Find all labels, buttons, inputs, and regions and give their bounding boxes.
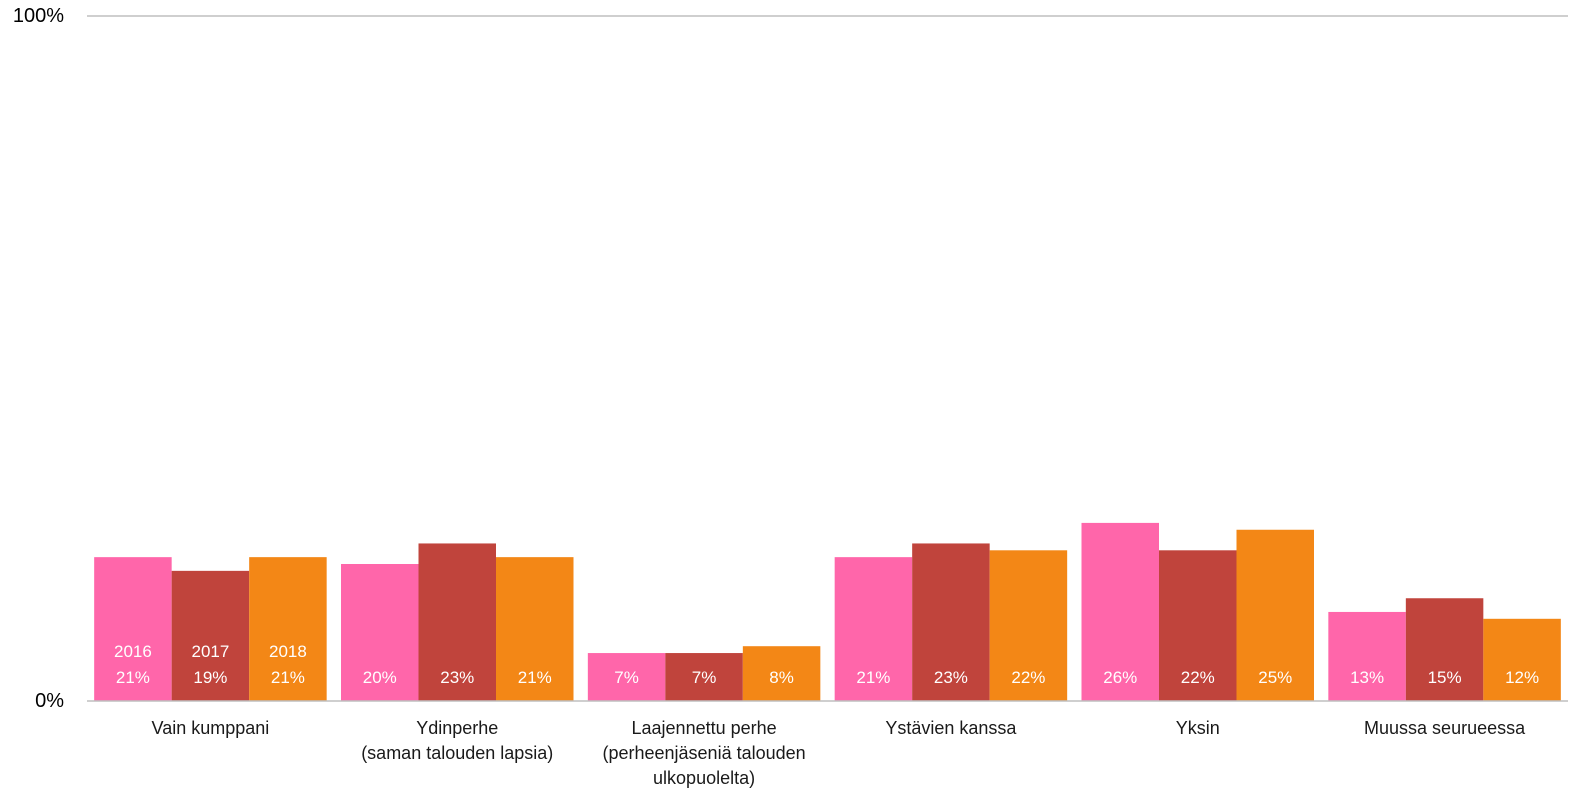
data-label-2016-cat-3: 7% xyxy=(614,668,639,687)
category-label-2-line-2: (saman talouden lapsia) xyxy=(361,743,553,763)
bar-2017-cat-6 xyxy=(1405,598,1484,701)
series-name-label-2017: 2017 xyxy=(192,642,230,661)
bar-2018-cat-2 xyxy=(496,557,574,701)
data-label-2016-cat-5: 26% xyxy=(1103,668,1137,687)
y-tick-label-max: 100% xyxy=(13,5,64,27)
data-label-2017-cat-1: 19% xyxy=(193,668,227,687)
category-labels-layer: Vain kumppani Ydinperhe (saman talouden la… xyxy=(152,718,1527,788)
data-label-2017-cat-4: 23% xyxy=(934,668,968,687)
data-label-2017-cat-6: 15% xyxy=(1428,668,1462,687)
data-label-2017-cat-5: 22% xyxy=(1181,668,1215,687)
bar-2017-cat-1 xyxy=(171,570,250,701)
y-tick-label-min: 0% xyxy=(35,690,64,712)
data-label-2018-cat-3: 8% xyxy=(769,668,794,687)
data-label-2018-cat-6: 12% xyxy=(1505,668,1539,687)
data-label-2017-cat-3: 7% xyxy=(692,668,717,687)
data-label-2016-cat-4: 21% xyxy=(856,668,890,687)
bar-2016-cat-4 xyxy=(834,557,913,701)
data-label-2016-cat-2: 20% xyxy=(363,668,397,687)
bar-2017-cat-4 xyxy=(912,543,990,701)
bar-2018-cat-5 xyxy=(1236,529,1314,701)
bars-layer xyxy=(94,522,1561,701)
category-label-3-line-3: ulkopuolelta) xyxy=(653,768,755,788)
data-label-2018-cat-4: 22% xyxy=(1011,668,1045,687)
data-label-2016-cat-6: 13% xyxy=(1350,668,1384,687)
bar-2016-cat-2 xyxy=(341,564,419,701)
bar-2016-cat-1 xyxy=(94,557,172,701)
data-label-2016-cat-1: 21% xyxy=(116,668,150,687)
category-label-3-line-2: (perheenjäseniä talouden xyxy=(602,743,805,763)
bar-2016-cat-5 xyxy=(1081,522,1159,701)
bar-2016-cat-3 xyxy=(587,653,666,701)
data-label-2018-cat-1: 21% xyxy=(271,668,305,687)
bar-2016-cat-6 xyxy=(1328,611,1406,701)
bar-2018-cat-6 xyxy=(1483,618,1561,701)
bar-2018-cat-3 xyxy=(742,646,821,701)
bar-2017-cat-5 xyxy=(1159,550,1237,701)
data-label-2018-cat-2: 21% xyxy=(518,668,552,687)
series-name-label-2018: 2018 xyxy=(269,642,307,661)
bar-2018-cat-4 xyxy=(989,550,1068,701)
bar-2017-cat-2 xyxy=(418,543,496,701)
category-label-1-line-1: Vain kumppani xyxy=(152,718,270,738)
data-labels-layer: 21% 2016 19% 2017 21% 2018 20% 23% 21% 7% 7% 8% 21% 2… xyxy=(114,642,1539,687)
category-label-2-line-1: Ydinperhe xyxy=(416,718,498,738)
category-label-6-line-1: Muussa seurueessa xyxy=(1364,718,1526,738)
category-label-4-line-1: Ystävien kanssa xyxy=(885,718,1017,738)
category-label-3-line-1: Laajennettu perhe xyxy=(632,718,777,738)
bar-2017-cat-3 xyxy=(665,653,743,701)
series-name-label-2016: 2016 xyxy=(114,642,152,661)
data-label-2017-cat-2: 23% xyxy=(440,668,474,687)
data-label-2018-cat-5: 25% xyxy=(1258,668,1292,687)
bar-2018-cat-1 xyxy=(249,557,327,701)
category-label-5-line-1: Yksin xyxy=(1176,718,1220,738)
